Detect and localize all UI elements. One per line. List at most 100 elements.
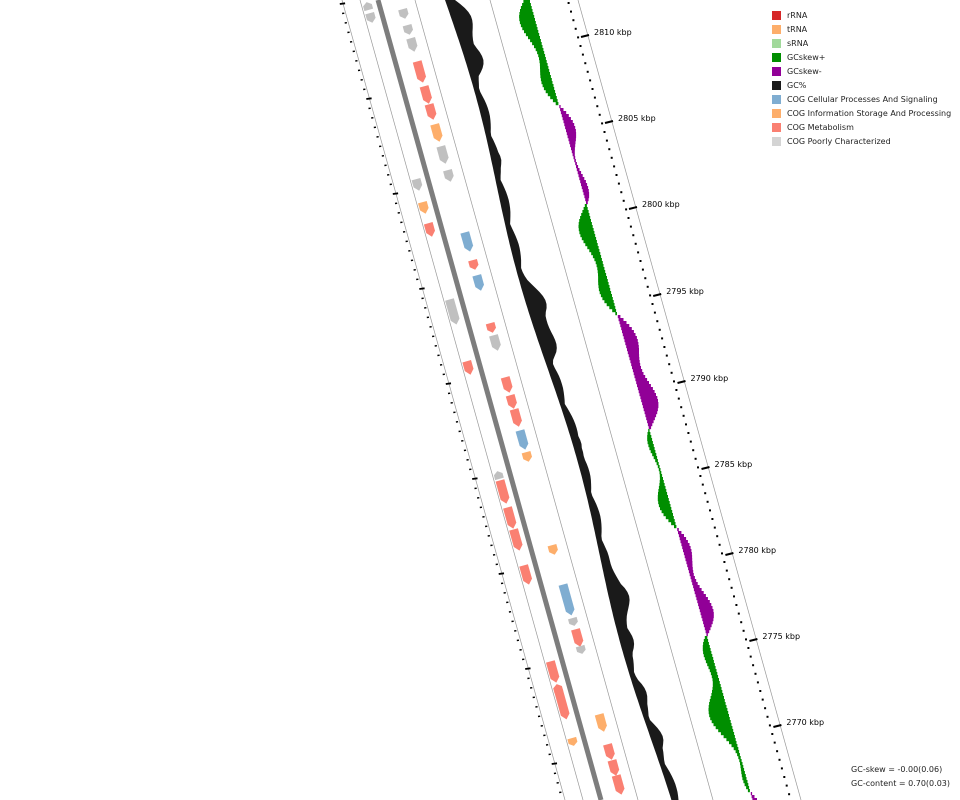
outer-tick bbox=[740, 621, 743, 624]
gc-skew-bar bbox=[578, 225, 593, 229]
gc-skew-bar bbox=[660, 507, 672, 511]
gc-skew-stat: GC-skew = -0.00(0.06) bbox=[851, 765, 943, 774]
outer-tick bbox=[567, 2, 570, 4]
gc-skew-bar bbox=[568, 138, 576, 142]
outer-tick bbox=[756, 681, 759, 684]
outer-tick bbox=[761, 698, 764, 701]
gc-skew-bar bbox=[525, 33, 540, 37]
major-tick bbox=[773, 724, 782, 728]
legend-label: GCskew+ bbox=[787, 52, 826, 62]
gc-skew-bar bbox=[723, 735, 735, 739]
tick-label: 2770 kbp bbox=[786, 718, 824, 727]
outer-tick bbox=[653, 311, 656, 314]
outer-tick bbox=[627, 217, 630, 219]
gc-skew-bar bbox=[709, 669, 717, 673]
outer-tick bbox=[749, 655, 752, 658]
gc-skew-bar bbox=[562, 117, 571, 121]
outer-tick bbox=[764, 707, 767, 710]
legend-swatch bbox=[772, 38, 781, 48]
gc-skew-bar bbox=[720, 732, 735, 736]
gc-skew-bar bbox=[658, 468, 661, 472]
gc-skew-bar bbox=[627, 348, 639, 352]
gc-skew-bar bbox=[696, 597, 708, 601]
cog-feature-arrow bbox=[503, 506, 517, 529]
gc-skew-bar bbox=[620, 324, 630, 328]
legend-label: COG Cellular Processes And Signaling bbox=[787, 94, 938, 104]
cog-feature-arrow bbox=[419, 85, 432, 104]
gc-skew-bar bbox=[581, 213, 590, 217]
gc-skew-bar bbox=[642, 405, 659, 409]
gc-skew-bar bbox=[632, 369, 643, 373]
gc-skew-bar bbox=[703, 651, 712, 655]
outer-tick bbox=[610, 156, 613, 159]
outer-tick bbox=[651, 303, 654, 305]
outer-tick bbox=[723, 561, 726, 563]
gc-skew-track bbox=[519, 0, 757, 800]
gc-skew-bar bbox=[704, 657, 714, 661]
gc-skew-bar bbox=[738, 756, 741, 760]
gc-skew-bar bbox=[658, 492, 668, 496]
legend-label: rRNA bbox=[787, 10, 808, 20]
gc-skew-bar bbox=[596, 264, 604, 268]
outer-tick bbox=[680, 406, 683, 409]
legend-item: COG Metabolism bbox=[772, 120, 951, 134]
gc-skew-bar bbox=[659, 474, 663, 478]
gc-skew-bar bbox=[541, 81, 553, 85]
outer-tick bbox=[605, 139, 608, 142]
cog-feature-arrow bbox=[594, 713, 607, 732]
inner-tick bbox=[419, 287, 425, 290]
gc-skew-bar bbox=[567, 135, 577, 139]
outer-tick bbox=[773, 741, 776, 744]
gc-skew-bar bbox=[628, 354, 640, 358]
legend-swatch bbox=[772, 52, 781, 62]
cog-feature-arrow bbox=[519, 564, 532, 585]
cog-feature-arrow bbox=[554, 689, 570, 720]
gc-skew-bar bbox=[638, 390, 655, 394]
legend-label: sRNA bbox=[787, 38, 809, 48]
gc-skew-bar bbox=[739, 759, 742, 763]
gc-skew-bar bbox=[615, 312, 617, 316]
gc-skew-bar bbox=[665, 516, 674, 520]
gc-skew-bar bbox=[647, 432, 651, 436]
gc-skew-bar bbox=[530, 39, 541, 43]
gc-skew-bar bbox=[652, 453, 657, 457]
gc-skew-bar bbox=[706, 633, 708, 637]
gc-skew-bar bbox=[710, 696, 724, 700]
gc-skew-bar bbox=[598, 273, 607, 277]
major-tick bbox=[604, 120, 614, 124]
outer-tick bbox=[641, 268, 644, 271]
outer-tick bbox=[581, 53, 584, 56]
gc-skew-bar bbox=[598, 285, 610, 289]
outer-tick bbox=[745, 638, 747, 641]
gc-skew-bar bbox=[522, 3, 531, 7]
gc-skew-bar bbox=[704, 627, 711, 631]
gc-skew-bar bbox=[698, 603, 712, 607]
cog-feature-arrow bbox=[468, 259, 479, 270]
outer-tick bbox=[716, 535, 719, 538]
outer-tick bbox=[613, 165, 616, 168]
gc-skew-bar bbox=[711, 720, 731, 724]
outer-tick bbox=[663, 346, 666, 348]
outer-tick bbox=[661, 337, 664, 340]
outer-tick bbox=[735, 604, 738, 606]
track-guide-lines bbox=[341, 0, 802, 800]
outer-tick bbox=[649, 294, 652, 297]
legend-label: COG Information Storage And Processing bbox=[787, 108, 952, 118]
outer-tick bbox=[615, 174, 618, 176]
gc-skew-bar bbox=[574, 159, 576, 163]
cog-feature-arrow bbox=[365, 12, 376, 23]
gc-skew-bar bbox=[627, 351, 639, 355]
gc-skew-bar bbox=[744, 783, 749, 787]
gc-skew-bar bbox=[626, 345, 639, 349]
gc-skew-bar bbox=[519, 15, 535, 19]
gc-skew-bar bbox=[740, 765, 744, 769]
gc-skew-bar bbox=[543, 87, 555, 91]
gc-skew-bar bbox=[726, 738, 736, 742]
gc-skew-bar bbox=[741, 771, 745, 775]
outer-tick bbox=[577, 36, 580, 39]
cog-feature-arrow bbox=[547, 544, 558, 555]
gc-skew-bar bbox=[658, 486, 666, 490]
gc-skew-bar bbox=[618, 318, 624, 322]
outer-tick bbox=[766, 715, 769, 718]
gc-skew-bar bbox=[538, 54, 546, 58]
